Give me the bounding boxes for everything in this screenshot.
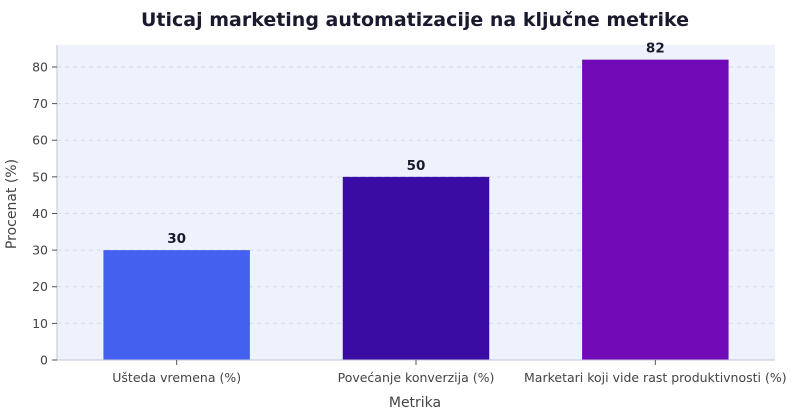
bar (103, 250, 250, 360)
y-tick-label: 40 (32, 206, 48, 221)
y-tick-label: 50 (32, 169, 48, 184)
x-tick-label: Povećanje konverzija (%) (338, 370, 495, 385)
data-label: 82 (646, 41, 665, 57)
y-axis-ticks: 0 10 20 30 40 50 60 70 80 (32, 59, 57, 368)
y-tick-label: 30 (32, 243, 48, 258)
x-axis-label: Metrika (389, 395, 441, 411)
data-label: 30 (167, 231, 186, 247)
x-axis-ticks: Ušteda vremena (%) Povećanje konverzija (… (112, 360, 787, 385)
y-tick-label: 20 (32, 279, 48, 294)
y-tick-label: 70 (32, 96, 48, 111)
y-tick-label: 80 (32, 59, 48, 74)
y-tick-label: 10 (32, 316, 48, 331)
data-label: 50 (407, 158, 426, 174)
y-tick-label: 0 (40, 353, 48, 368)
bar (582, 59, 729, 361)
data-labels: 30 50 82 (167, 41, 664, 247)
bar (342, 176, 490, 360)
chart-title: Uticaj marketing automatizacije na ključ… (141, 9, 689, 31)
y-axis-label: Procenat (%) (4, 159, 20, 249)
bars (103, 59, 729, 361)
x-tick-label: Ušteda vremena (%) (112, 370, 241, 385)
x-tick-label: Marketari koji vide rast produktivnosti … (524, 370, 787, 385)
y-tick-label: 60 (32, 133, 48, 148)
